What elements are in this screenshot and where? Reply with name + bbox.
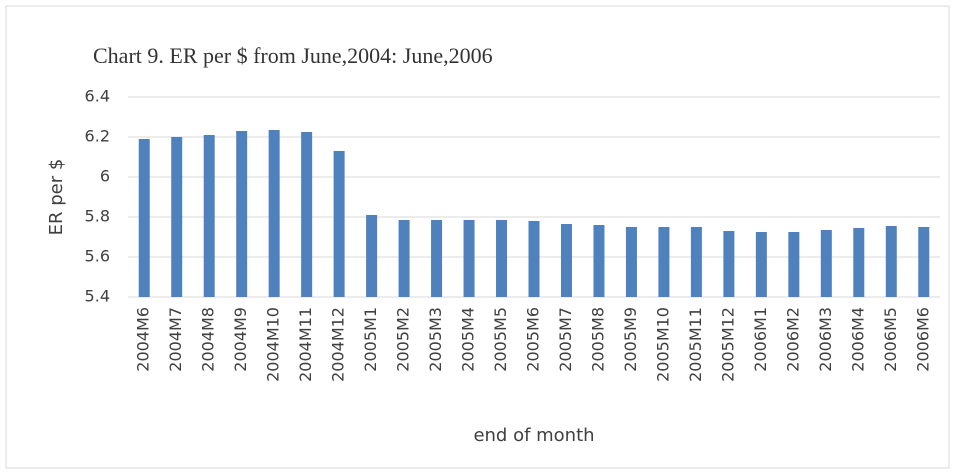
- bar: [658, 227, 670, 297]
- bar: [918, 227, 930, 297]
- bar: [171, 137, 183, 297]
- bar: [528, 221, 540, 297]
- x-tick-label: 2004M10: [264, 307, 283, 382]
- bar: [398, 220, 410, 297]
- y-tick-label: 6.2: [85, 127, 110, 146]
- bar: [301, 132, 313, 297]
- x-tick-label: 2005M11: [686, 307, 705, 382]
- bar: [820, 230, 832, 297]
- x-tick-label: 2005M10: [653, 307, 672, 382]
- bar: [690, 227, 702, 297]
- chart-title: Chart 9. ER per $ from June,2004: June,2…: [93, 43, 493, 68]
- x-tick-label: 2004M11: [296, 307, 315, 382]
- x-tick-label: 2005M3: [426, 307, 445, 372]
- y-tick-label: 5.4: [85, 287, 110, 306]
- bar: [496, 220, 508, 297]
- bar: [885, 226, 897, 297]
- x-tick-label: 2004M9: [231, 307, 250, 372]
- x-tick-label: 2005M6: [524, 307, 543, 372]
- y-axis-title: ER per $: [46, 159, 67, 236]
- y-tick-label: 5.8: [85, 207, 110, 226]
- bar: [333, 151, 345, 297]
- bar: [853, 228, 865, 297]
- x-axis-title: end of month: [473, 425, 594, 446]
- bar: [203, 135, 215, 297]
- x-tick-label: 2004M12: [329, 307, 348, 382]
- x-tick-label: 2006M5: [881, 307, 900, 372]
- x-tick-label: 2006M1: [751, 307, 770, 372]
- x-tick-label: 2006M6: [913, 307, 932, 372]
- x-tick-label: 2004M7: [166, 307, 185, 372]
- x-tick-label: 2006M3: [816, 307, 835, 372]
- x-tick-label: 2004M8: [199, 307, 218, 372]
- x-tick-label: 2005M2: [394, 307, 413, 372]
- x-tick-label: 2005M1: [361, 307, 380, 372]
- x-tick-label: 2005M4: [459, 307, 478, 372]
- x-tick-label: 2006M4: [848, 307, 867, 372]
- bar: [593, 225, 605, 297]
- bar: [236, 131, 248, 297]
- y-tick-label: 6: [100, 167, 110, 186]
- x-tick-label: 2005M8: [588, 307, 607, 372]
- x-tick-label: 2005M5: [491, 307, 510, 372]
- bar: [723, 231, 735, 297]
- x-tick-label: 2004M6: [134, 307, 153, 372]
- y-tick-label: 5.6: [85, 247, 110, 266]
- bar: [625, 227, 637, 297]
- x-tick-label: 2005M7: [556, 307, 575, 372]
- bar: [431, 220, 443, 297]
- bar: [755, 232, 767, 297]
- x-tick-label: 2005M9: [621, 307, 640, 372]
- bar: [560, 224, 572, 297]
- bar: [138, 139, 150, 297]
- x-tick-label: 2006M2: [783, 307, 802, 372]
- x-tick-label: 2005M12: [718, 307, 737, 382]
- bar: [268, 130, 280, 297]
- bar: [366, 215, 378, 297]
- bar: [463, 220, 475, 297]
- bar: [788, 232, 800, 297]
- y-tick-label: 6.4: [85, 87, 110, 106]
